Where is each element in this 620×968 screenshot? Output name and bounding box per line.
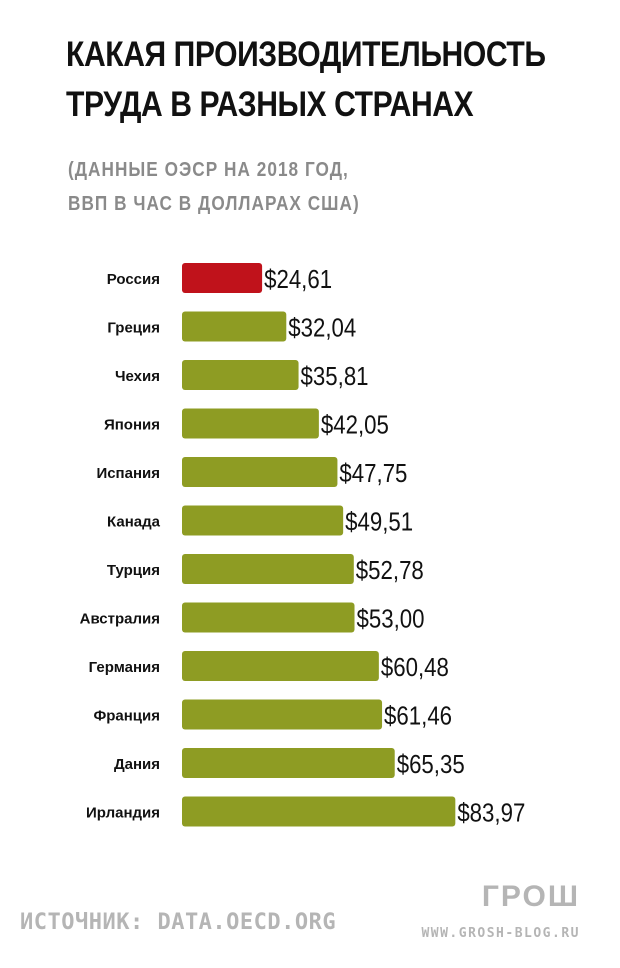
value-label: $32,04 bbox=[288, 313, 356, 343]
category-label: Россия bbox=[107, 271, 160, 288]
bar-chart: Россия $24,61 Греция $32,04 Чехия $35,81 Япони… bbox=[80, 263, 525, 828]
bar bbox=[182, 360, 299, 390]
bar bbox=[182, 457, 338, 487]
title-line-1: КАКАЯ ПРОИЗВОДИТЕЛЬНОСТЬ bbox=[66, 35, 546, 74]
brand-logo: ГРОШ bbox=[481, 880, 580, 913]
bar bbox=[182, 748, 395, 778]
subtitle-line-1: (ДАННЫЕ ОЭСР НА 2018 ГОД, bbox=[68, 159, 349, 181]
category-label: Германия bbox=[89, 659, 160, 676]
value-label: $49,51 bbox=[345, 507, 413, 537]
chart-subtitle: (ДАННЫЕ ОЭСР НА 2018 ГОД, ВВП В ЧАС В ДО… bbox=[68, 153, 515, 221]
category-label: Греция bbox=[107, 320, 160, 337]
category-label: Чехия bbox=[115, 368, 160, 385]
category-label: Канада bbox=[107, 514, 161, 531]
category-label: Франция bbox=[93, 708, 160, 725]
value-label: $24,61 bbox=[264, 264, 332, 294]
value-label: $53,00 bbox=[357, 604, 425, 634]
category-label: Дания bbox=[114, 756, 160, 773]
value-label: $42,05 bbox=[321, 410, 389, 440]
category-label: Испания bbox=[96, 465, 160, 482]
title-line-2: ТРУДА В РАЗНЫХ СТРАНАХ bbox=[66, 85, 474, 124]
bar bbox=[182, 796, 456, 827]
chart-title: КАКАЯ ПРОИЗВОДИТЕЛЬНОСТЬ ТРУДА В РАЗНЫХ … bbox=[66, 30, 546, 130]
value-label: $61,46 bbox=[384, 701, 452, 731]
category-label: Австралия bbox=[80, 611, 160, 628]
value-label: $83,97 bbox=[457, 798, 525, 828]
bar bbox=[182, 602, 355, 633]
subtitle-line-2: ВВП В ЧАС В ДОЛЛАРАХ США) bbox=[68, 193, 360, 215]
bar bbox=[182, 651, 379, 681]
value-label: $52,78 bbox=[356, 555, 424, 585]
site-url: WWW.GROSH-BLOG.RU bbox=[421, 926, 580, 941]
bar bbox=[182, 408, 319, 439]
category-label: Ирландия bbox=[86, 805, 160, 822]
bar bbox=[182, 263, 263, 293]
value-label: $60,48 bbox=[381, 652, 449, 682]
bar bbox=[182, 554, 354, 584]
bar bbox=[182, 505, 344, 536]
value-label: $65,35 bbox=[397, 749, 465, 779]
bar bbox=[182, 311, 287, 342]
value-label: $35,81 bbox=[301, 361, 369, 391]
bar bbox=[182, 699, 383, 730]
value-label: $47,75 bbox=[339, 458, 407, 488]
category-label: Япония bbox=[104, 417, 160, 434]
source-credit: ИСТОЧНИК: DATA.OECD.ORG bbox=[20, 910, 337, 935]
category-label: Турция bbox=[107, 562, 160, 579]
